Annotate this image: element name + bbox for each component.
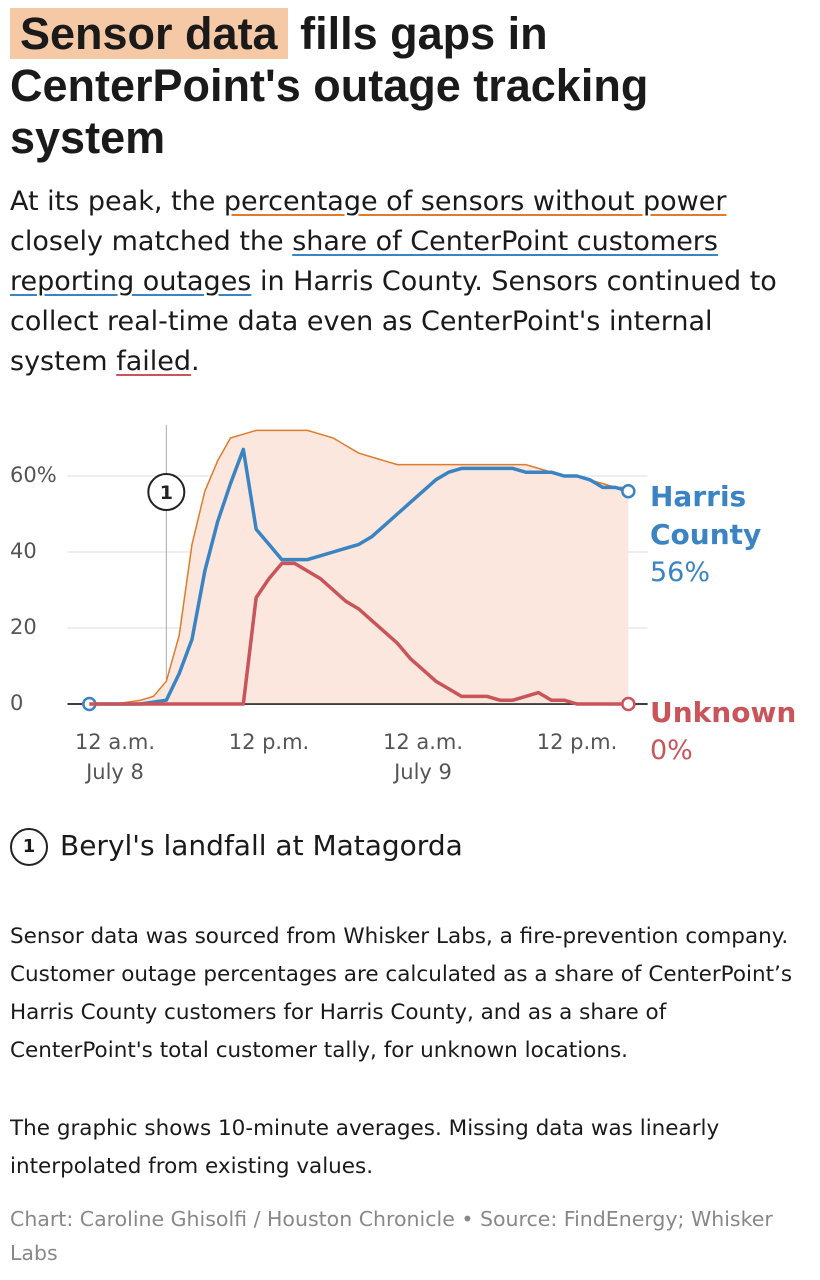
subtitle-key: failed	[116, 346, 192, 377]
annotation-number: 1	[160, 482, 173, 504]
chart-svg: 1	[67, 424, 648, 712]
line	[89, 561, 629, 706]
y-tick-label: 20	[10, 615, 37, 639]
subtitle-key: percentage of sensors without power	[223, 186, 727, 217]
note: Sensor data was sourced from Whisker Lab…	[10, 924, 793, 1063]
note: The graphic shows 10-minute averages. Mi…	[10, 1116, 720, 1179]
x-tick-label: 12 p.m.	[536, 730, 618, 755]
y-tick-label: 0	[10, 691, 24, 715]
annotation-marker	[147, 473, 186, 511]
subtitle-key: share of CenterPoint customers reporting…	[10, 226, 718, 297]
value-label: 56%	[650, 557, 711, 589]
subtitle-text: in Harris County. Sensors continued to c…	[10, 266, 777, 377]
subtitle-text: At its peak, the	[10, 186, 224, 217]
subtitle: At its peak, the percentage of sensors w…	[10, 182, 810, 382]
series-label: Unknown	[650, 696, 797, 729]
end-point	[621, 483, 636, 499]
annotation-text: Beryl's landfall at Matagorda	[60, 829, 463, 862]
y-tick-label: 40	[10, 539, 37, 563]
x-tick-label: 12 a.m. July 9	[382, 730, 464, 785]
subtitle-text: .	[191, 346, 200, 377]
title-highlight: Sensor data	[10, 8, 288, 59]
line	[89, 429, 629, 705]
subtitle-text: closely matched the	[10, 226, 293, 257]
end-point	[621, 696, 636, 712]
source: Chart: Caroline Ghisolfi / Houston Chron…	[10, 1207, 773, 1265]
series-label: Harris County	[650, 480, 762, 552]
chart: 1 60% 40 20 0 12 a.m. July 8 12 p.m. 12 a.m. J…	[0, 400, 820, 800]
x-tick-label: 12 p.m.	[228, 730, 310, 755]
title-rest: fills gaps in CenterPoint's outage track…	[10, 8, 649, 163]
annotation-note: 1 Beryl's landfall at Matagorda	[10, 826, 463, 866]
y-tick-label: 60%	[10, 463, 57, 487]
x-tick-label: 12 a.m. July 8	[74, 730, 156, 785]
value-label: 0%	[650, 735, 693, 766]
annotation-number: 1	[10, 828, 48, 866]
title: Sensor data fills gaps in CenterPoint's …	[10, 8, 790, 164]
line	[89, 447, 629, 706]
